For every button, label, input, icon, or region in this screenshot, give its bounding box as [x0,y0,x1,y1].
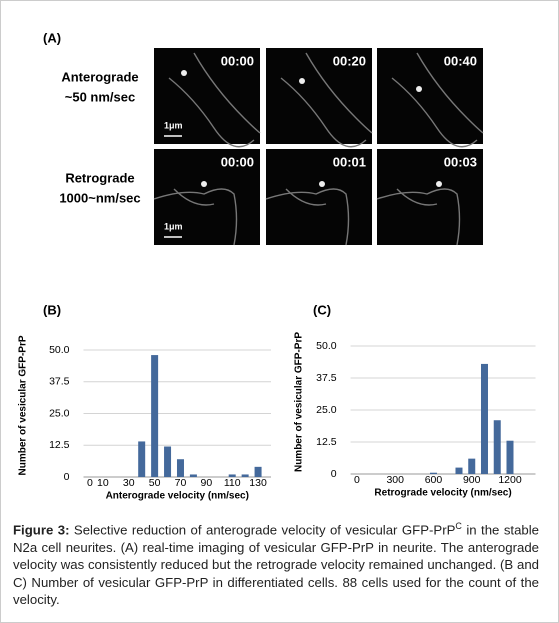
timestamp: 00:20 [333,53,366,68]
y-axis-label: Number of vesicular GFP-PrP [18,335,29,475]
y-tick-label: 50.0 [316,340,337,352]
neurite [193,52,261,134]
neurite [416,52,484,134]
x-tick-label: 0 [87,477,93,489]
micrograph [377,48,483,144]
y-tick-label: 12.5 [316,436,337,448]
caption-text: in the stable N2a cell neurites. (A) rea… [13,522,540,608]
micrograph [154,149,260,245]
x-tick-label: 70 [175,477,187,489]
timestamp: 00:00 [221,154,254,169]
timestamp: 00:40 [444,53,477,68]
x-axis-label: Retrograde velocity (nm/sec) [374,488,511,499]
scale-label: 1μm [164,120,183,130]
vesicle [436,181,442,187]
panel-label: (A) [43,30,61,45]
bar [176,459,184,477]
bar [228,474,236,477]
bar [164,446,172,477]
vesicle [319,181,325,187]
bar [506,440,514,474]
caption-sup: C [455,521,462,531]
caption-label: Figure 3: [13,522,70,538]
bar [254,466,262,477]
row-title: Anterograde [61,69,138,84]
bar [480,363,488,474]
neurite [376,188,461,246]
row-title: Retrograde [65,170,134,185]
neurite [285,188,327,206]
panel-label: (B) [43,302,61,317]
x-tick-label: 900 [463,474,481,486]
neurite [168,77,255,148]
x-tick-label: 130 [249,477,267,489]
neurite [391,77,478,148]
x-axis-label: Anterograde velocity (nm/sec) [106,491,249,502]
y-tick-label: 12.5 [49,439,70,451]
micrograph [154,48,260,144]
timestamp: 00:03 [444,154,477,169]
y-tick-label: 50.0 [49,344,70,356]
bar [151,355,159,477]
y-tick-label: 0 [331,468,337,480]
x-tick-label: 10 [97,477,109,489]
neurite [396,188,438,206]
bar [455,467,463,474]
vesicle [201,181,207,187]
caption: Figure 3: Selective reduction of anterog… [13,518,539,609]
micrograph [266,48,372,144]
row-title: ~50 nm/sec [65,89,135,104]
row-title: 1000~nm/sec [59,190,140,205]
y-axis-label: Number of vesicular GFP-PrP [294,332,305,472]
bar [241,474,249,477]
scale-label: 1μm [164,221,183,231]
neurite [265,188,350,246]
neurite [173,188,215,206]
bar [138,441,146,477]
y-tick-label: 37.5 [316,372,337,384]
bar [189,474,197,477]
vesicle [181,70,187,76]
micrograph [377,149,483,245]
bar [429,472,437,474]
vesicle [299,78,305,84]
x-tick-label: 0 [354,474,360,486]
bar [468,458,476,474]
y-tick-label: 0 [64,471,70,483]
y-tick-label: 25.0 [316,404,337,416]
x-tick-label: 30 [123,477,135,489]
x-tick-label: 110 [224,477,241,489]
micrograph [266,149,372,245]
x-tick-label: 50 [149,477,161,489]
panel-label: (C) [313,302,331,317]
timestamp: 00:01 [333,154,366,169]
bar [493,420,501,474]
x-tick-label: 300 [386,474,404,486]
y-tick-label: 37.5 [49,376,70,388]
timestamp: 00:00 [221,53,254,68]
x-tick-label: 600 [425,474,443,486]
neurite [280,77,367,148]
vesicle [416,86,422,92]
x-tick-label: 1200 [498,474,522,486]
caption-text: Selective reduction of anterograde veloc… [69,522,456,538]
neurite [305,52,373,134]
y-tick-label: 25.0 [49,407,70,419]
neurite [153,188,238,246]
x-tick-label: 90 [201,477,213,489]
